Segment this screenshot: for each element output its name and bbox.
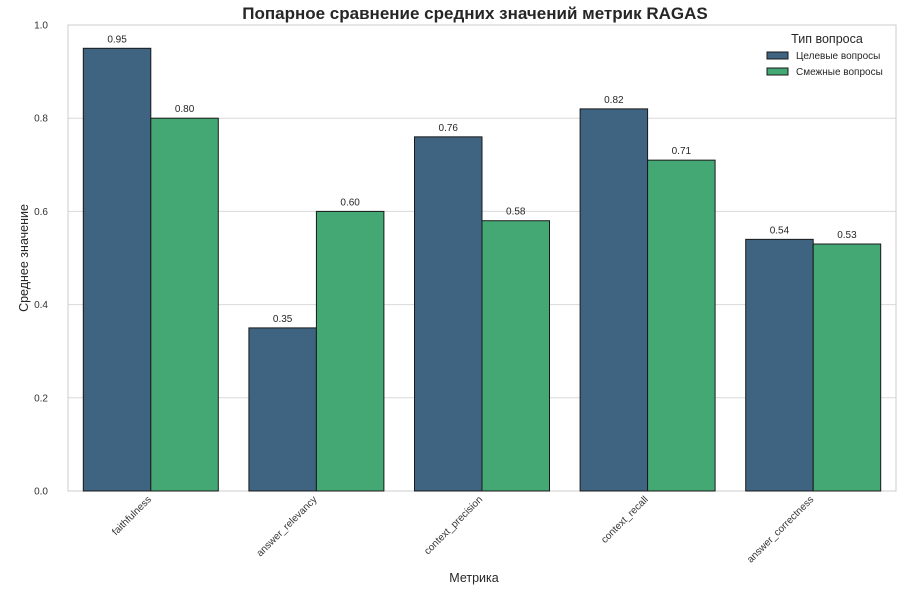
x-tick-label: context_precision bbox=[422, 494, 485, 557]
chart-title: Попарное сравнение средних значений метр… bbox=[242, 4, 707, 23]
bar-answer_correctness-target bbox=[745, 238, 814, 492]
bar-faithfulness-related bbox=[150, 117, 219, 492]
legend-swatch-related bbox=[766, 67, 789, 76]
bar-value-label: 0.53 bbox=[837, 230, 857, 241]
bar-answer_relevancy-related bbox=[315, 210, 385, 492]
legend-label-related: Смежные вопросы bbox=[796, 67, 883, 78]
bar-value-label: 0.76 bbox=[439, 123, 459, 134]
y-tick-label: 0.6 bbox=[34, 207, 48, 218]
y-axis-ticks: 0.0 0.2 0.4 0.6 0.8 1.0 bbox=[34, 21, 48, 498]
bar-value-label: 0.35 bbox=[273, 314, 293, 325]
x-axis-ticks: faithfulness answer_relevancy context_prec… bbox=[110, 494, 816, 565]
legend-swatch-target bbox=[766, 51, 789, 60]
legend-title: Тип вопроса bbox=[791, 32, 863, 46]
y-tick-label: 1.0 bbox=[34, 21, 48, 32]
bar-answer_relevancy-target bbox=[248, 327, 317, 492]
x-tick-label: answer_correctness bbox=[745, 494, 816, 565]
legend-label-target: Целевые вопросы bbox=[796, 51, 880, 62]
y-tick-label: 0.8 bbox=[34, 114, 48, 125]
y-tick-label: 0.4 bbox=[34, 300, 48, 311]
legend: Тип вопроса Целевые вопросы Смежные вопр… bbox=[766, 32, 883, 78]
bar-value-label: 0.71 bbox=[672, 146, 692, 157]
bar-context_precision-target bbox=[414, 136, 483, 492]
y-axis-label: Среднее значение bbox=[17, 204, 31, 312]
x-axis-label: Метрика bbox=[449, 571, 498, 585]
bar-value-label: 0.95 bbox=[107, 34, 127, 45]
bar-context_precision-related bbox=[481, 220, 550, 492]
bar-value-label: 0.58 bbox=[506, 207, 526, 218]
bars: 0.95 0.80 0.35 0.60 0.76 0.58 0.82 0.71 0.54 0.53 bbox=[82, 34, 882, 492]
bar-value-label: 0.82 bbox=[604, 95, 624, 106]
bar-answer_correctness-related bbox=[812, 243, 882, 492]
x-tick-label: context_recall bbox=[599, 494, 650, 545]
x-tick-label: answer_relevancy bbox=[255, 494, 320, 559]
bar-context_recall-target bbox=[579, 108, 649, 492]
x-tick-label: faithfulness bbox=[110, 494, 154, 538]
y-tick-label: 0.2 bbox=[34, 393, 48, 404]
bar-context_recall-related bbox=[647, 159, 716, 492]
y-tick-label: 0.0 bbox=[34, 487, 48, 498]
bar-value-label: 0.80 bbox=[175, 104, 195, 115]
bar-value-label: 0.54 bbox=[770, 225, 790, 236]
bar-faithfulness-target bbox=[82, 47, 152, 492]
bar-value-label: 0.60 bbox=[340, 197, 360, 208]
